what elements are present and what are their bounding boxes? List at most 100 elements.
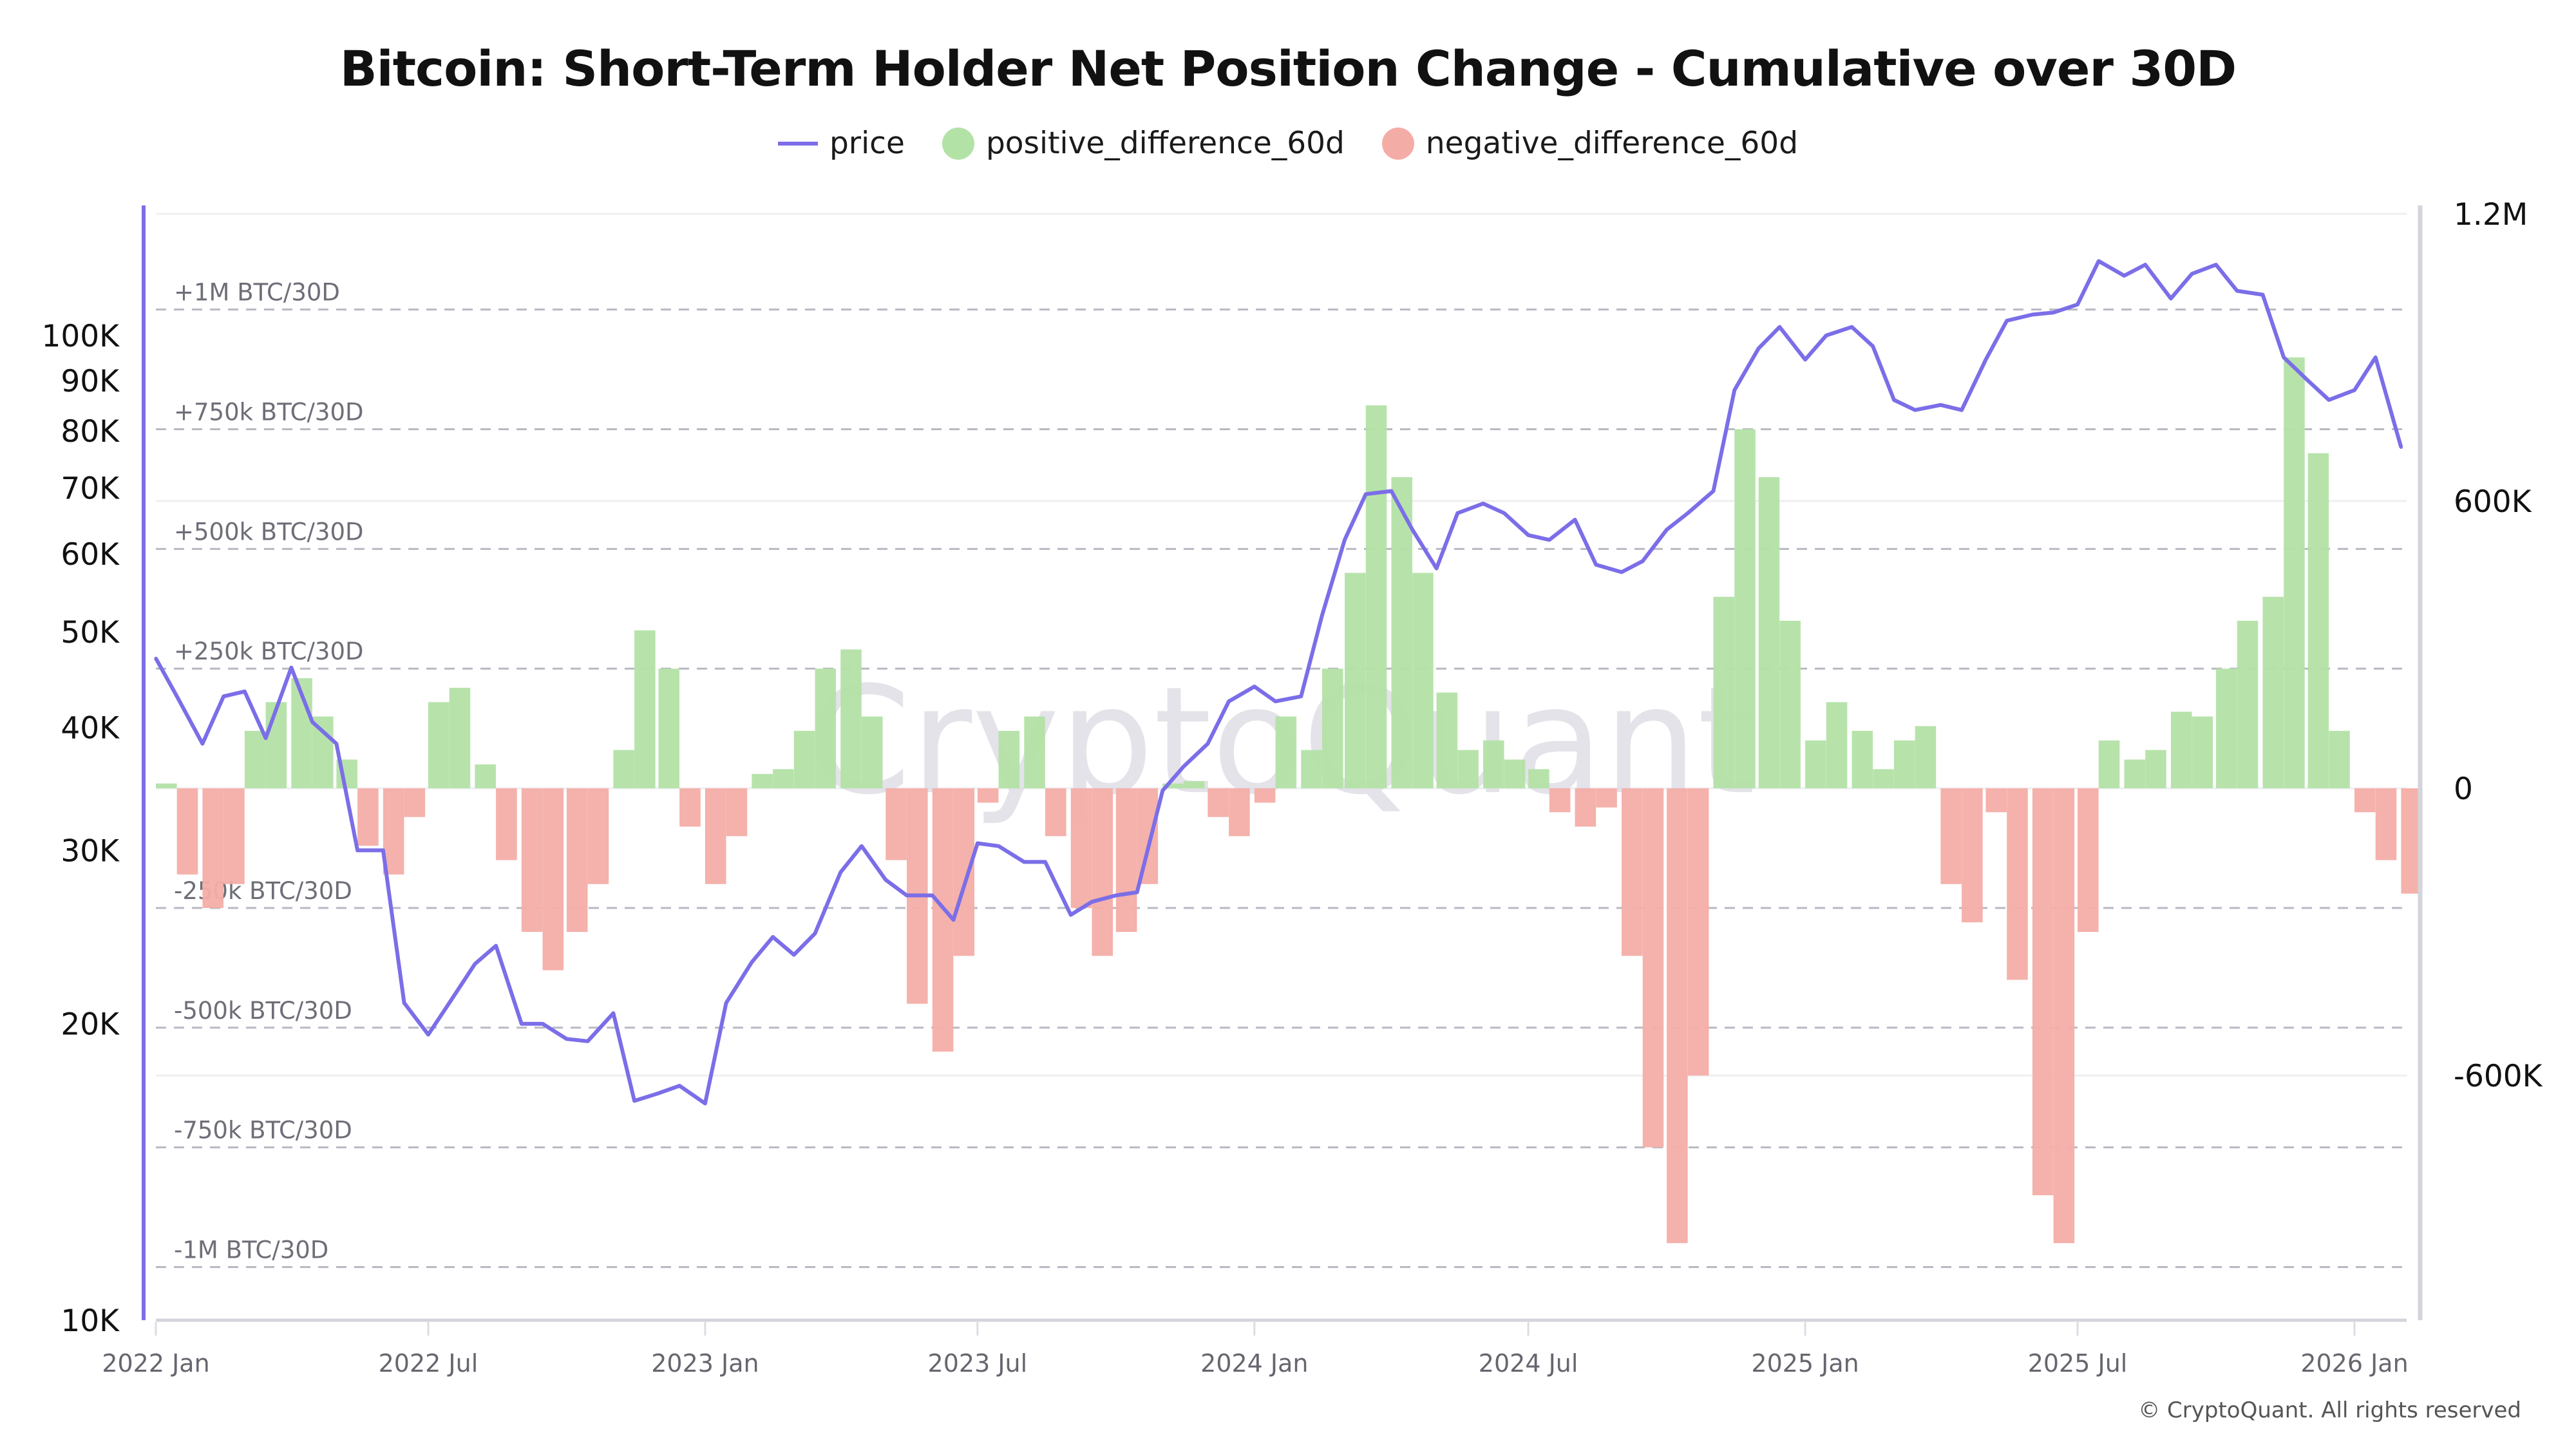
bar-negative (1208, 788, 1229, 817)
price-point (1641, 559, 1645, 563)
price-point (1299, 694, 1303, 698)
price-point (976, 841, 980, 845)
price-point (1871, 345, 1875, 348)
price-point (402, 1001, 406, 1005)
bar-positive (1162, 783, 1184, 789)
bar-positive (1301, 750, 1322, 789)
bar-negative (679, 788, 701, 827)
price-point (905, 893, 909, 897)
bar-negative (1229, 788, 1250, 837)
price-point (1043, 860, 1047, 864)
price-point (2097, 259, 2101, 263)
bar-negative (2007, 788, 2028, 980)
legend-item-price[interactable]: price (777, 126, 905, 161)
price-point (2214, 263, 2218, 267)
price-point (494, 944, 498, 948)
price-point (860, 844, 864, 848)
threshold-label-6: -750k BTC/30D (174, 1117, 352, 1144)
bar-negative (2375, 788, 2397, 860)
x-tick-label-1: 2022 Jul (379, 1349, 478, 1378)
price-point (771, 935, 775, 939)
price-point (473, 962, 477, 966)
bar-positive (2216, 668, 2237, 789)
threshold-label-2: +500k BTC/30D (174, 518, 364, 545)
price-point (1913, 408, 1917, 412)
bar-positive (1024, 716, 1045, 789)
bar-positive (613, 750, 634, 789)
price-line-layer (154, 259, 2403, 1106)
price-point (426, 1033, 430, 1037)
price-point (1114, 893, 1118, 897)
bar-positive (2262, 596, 2284, 789)
price-point (2353, 388, 2356, 392)
price-point (1502, 511, 1506, 515)
bar-negative (1254, 788, 1276, 803)
price-point (951, 918, 955, 922)
bar-positive (861, 716, 883, 789)
x-tick-label-4: 2024 Jan (1200, 1349, 1308, 1378)
threshold-label-0: +1M BTC/30D (174, 279, 340, 307)
x-tick-label-8: 2026 Jan (2300, 1349, 2408, 1378)
bar-negative (953, 788, 975, 956)
price-point (1135, 890, 1139, 894)
bar-positive (449, 687, 471, 789)
price-point (1182, 764, 1186, 768)
bar-positive (475, 764, 496, 789)
bar-positive (2124, 759, 2146, 789)
left-tick-label-60K: 60K (61, 537, 120, 573)
bar-positive (1436, 692, 1458, 789)
bar-positive (156, 783, 177, 789)
bar-negative (2078, 788, 2099, 933)
price-point (1455, 511, 1459, 515)
bar-positive (244, 730, 266, 789)
price-point (1022, 860, 1026, 864)
left-tick-label-40K: 40K (61, 710, 120, 746)
bar-positive (2284, 357, 2305, 789)
bar-positive (428, 702, 450, 789)
price-point (2374, 355, 2378, 359)
bar-positive (1412, 573, 1434, 789)
price-point (2005, 319, 2009, 323)
x-tick-label-3: 2023 Jul (928, 1349, 1028, 1378)
price-point (264, 736, 268, 740)
price-point (1253, 685, 1256, 688)
bar-positive (840, 649, 862, 789)
axes: 10K 20K 30K 40K 50K 60K 70K 80K 90K 100K 1.2M 600K 0… (41, 197, 2543, 1378)
legend-item-negative[interactable]: negative_difference_60d (1381, 126, 1798, 161)
legend-price-line-marker (777, 141, 818, 146)
price-point (355, 848, 359, 852)
price-point (448, 1001, 451, 1005)
price-point (1227, 699, 1231, 703)
bar-positive (752, 773, 773, 789)
price-point (2076, 303, 2079, 307)
x-tick-label-2: 2023 Jan (651, 1349, 759, 1378)
bar-negative (223, 788, 245, 884)
bar-positive (2170, 712, 2192, 789)
price-point (1712, 489, 1716, 493)
bar-positive (2098, 740, 2120, 789)
legend-price-label: price (829, 126, 905, 161)
bar-positive (2145, 750, 2166, 789)
price-point (1850, 325, 1854, 329)
legend-positive-dot-marker (942, 127, 974, 160)
price-point (1274, 699, 1278, 703)
price-point (703, 1101, 707, 1105)
legend-item-positive[interactable]: positive_difference_60d (942, 126, 1345, 161)
bar-positive (1915, 726, 1937, 789)
price-point (1732, 388, 1736, 392)
price-point (750, 960, 753, 964)
bar-negative (1070, 788, 1092, 908)
price-point (175, 694, 179, 698)
price-point (200, 742, 204, 746)
bar-negative (1940, 788, 1962, 884)
price-point (334, 742, 338, 746)
bar-negative (496, 788, 517, 860)
bar-negative (176, 788, 198, 875)
legend-negative-dot-marker (1381, 127, 1414, 160)
price-point (2282, 355, 2286, 359)
bar-positive (1321, 668, 1343, 789)
price-point (792, 953, 796, 957)
bar-positive (1391, 477, 1413, 789)
bar-negative (1137, 788, 1159, 884)
bar-negative (977, 788, 999, 803)
